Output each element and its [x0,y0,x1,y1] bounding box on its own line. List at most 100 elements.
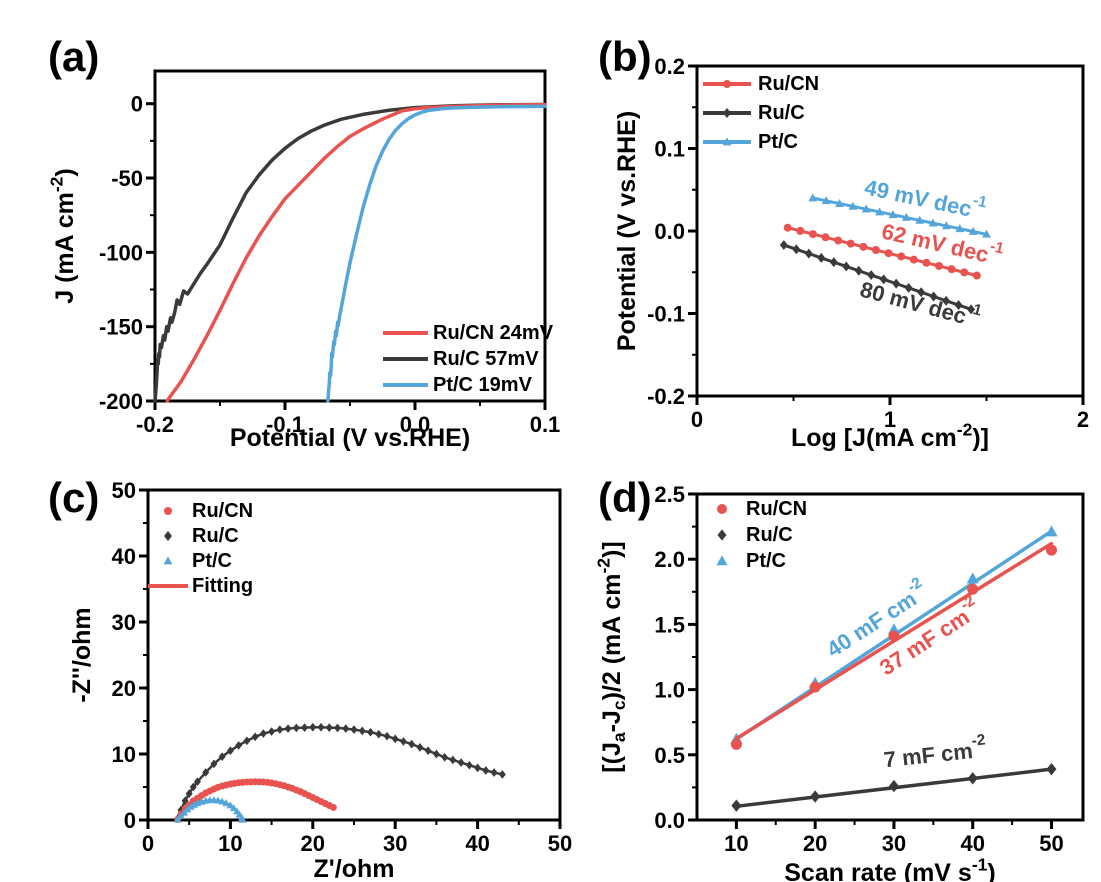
panel-c-nyquist-plot: 0 10 20 30 40 50 0 10 20 30 40 50 Ru/CN Ru/C Pt/C Fitti… [40,457,590,882]
x-axis-label: Log [J(mA cm-2)] [791,420,989,453]
axis-ticks [139,488,562,829]
series-line [326,104,547,403]
svg-text:-200: -200 [99,389,143,414]
svg-text:1.0: 1.0 [654,677,685,702]
panel-d-canvas: 10 20 30 40 500.00.51.01.52.02.540 mF cm-237… [594,474,1085,882]
svg-text:2.5: 2.5 [654,482,685,507]
series-ru-c [174,722,506,824]
panel-letter-d: (d) [598,474,652,521]
series-line [153,102,547,403]
legend-label: Pt/C [758,131,798,153]
panel-d-cdl-plot: 10 20 30 40 50 0.0 0.5 1.0 1.5 2.0 2.5 40 mF cm-2 37… [590,457,1101,882]
x-tick-labels: 0 10 20 30 40 50 [142,831,572,856]
x-tick-labels: 0 1 2 [691,407,1089,432]
svg-text:0: 0 [142,831,154,856]
panel-c-canvas: 0 10 20 30 40 50 0 10 20 30 40 50 Ru/CN Ru/C Pt/C Fitti… [48,474,572,882]
legend-label: Pt/C [746,550,786,572]
y-axis-label: -Z''/ohm [68,607,96,702]
legend-item-ru-c-57mv: Ru/C 57mV [383,348,539,370]
legend-item-ru-cn: Ru/CN [703,73,819,95]
legend: Ru/CN Ru/C Pt/C [716,498,807,572]
svg-text:10: 10 [112,742,136,767]
panel-letter-a: (a) [48,33,99,80]
svg-text:40: 40 [960,831,984,856]
svg-text:50: 50 [1039,831,1063,856]
series-ru-c-57mv [153,102,547,403]
svg-text:-150: -150 [99,314,143,339]
svg-text:40: 40 [112,544,136,569]
legend-label: Ru/C [192,525,239,547]
svg-text:10: 10 [218,831,242,856]
svg-text:-0.2: -0.2 [647,384,685,409]
svg-text:-0.2: -0.2 [136,412,174,437]
series-line [786,226,979,278]
series-pt-c [808,193,991,238]
x-axis-label: Scan rate (mV s-1) [784,855,995,882]
svg-text:-50: -50 [111,166,143,191]
svg-text:20: 20 [112,676,136,701]
svg-text:50: 50 [112,478,136,503]
legend-label: Pt/C [192,550,232,572]
panel-a-canvas: -0.2 -0.1 0.0 0.1 0 -50 -100 -150 -200 Ru/CN 24mV… [47,33,561,452]
svg-text:2.0: 2.0 [654,547,685,572]
legend-label: Ru/CN [746,498,807,520]
svg-text:30: 30 [112,610,136,635]
svg-text:1.5: 1.5 [654,612,685,637]
series-pt-c-19mv [326,104,547,403]
svg-text:10: 10 [724,831,748,856]
annotation-62-mv-dec-1: 62 mV dec-1 [879,213,1006,270]
legend-label: Ru/C [758,102,805,124]
legend-item-ru-cn: Ru/CN [164,500,253,522]
legend-label: Fitting [192,575,253,597]
svg-text:50: 50 [548,831,572,856]
svg-text:30: 30 [383,831,407,856]
svg-text:30: 30 [882,831,906,856]
legend: Ru/CN Ru/C Pt/C [703,73,819,153]
legend-item-ru-cn-24mv: Ru/CN 24mV [383,322,554,344]
legend-label: Pt/C 19mV [433,374,533,396]
legend: Ru/CN Ru/C Pt/C Fitting [148,500,253,597]
svg-text:-100: -100 [99,240,143,265]
series-ru-c [779,240,976,315]
legend-item-pt-c: Pt/C [716,550,786,572]
svg-text:2: 2 [1077,407,1089,432]
legend-item-ru-cn: Ru/CN [717,498,807,520]
panel-letter-b: (b) [598,33,652,80]
series-pt-c [173,796,247,823]
legend: Ru/CN 24mV Ru/C 57mV Pt/C 19mV [383,322,554,396]
svg-text:1: 1 [884,407,896,432]
svg-text:0.2: 0.2 [654,54,685,79]
legend-item-pt-c: Pt/C [163,550,232,572]
annotation-49-mv-dec-1: 49 mV dec-1 [862,169,989,224]
series-ru-cn [730,541,1057,750]
svg-text:0.0: 0.0 [654,808,685,833]
legend-label: Ru/C 57mV [433,348,539,370]
x-axis-label: Potential (V vs.RHE) [230,424,470,452]
x-tick-labels: 10 20 30 40 50 [724,831,1064,856]
annotation-7-mf-cm-2: 7 mF cm-2 [882,731,988,772]
legend-item-pt-c: Pt/C [703,131,798,153]
annotation-80-mv-dec-1: 80 mV dec-1 [858,271,985,332]
legend-label: Ru/C [746,524,793,546]
legend-item-ru-c: Ru/C [703,102,805,124]
svg-text:-0.1: -0.1 [266,412,304,437]
svg-text:0: 0 [131,91,143,116]
y-tick-labels: 0.2 0.1 0.0 -0.1 -0.2 [647,54,685,409]
panel-b-canvas: 0 1 2 0.2 0.1 0.0 -0.1 -0.2 49 mV dec-162 mV dec… [598,33,1089,453]
x-tick-labels: -0.2 -0.1 0.0 0.1 [136,412,560,437]
legend-item-pt-c-19mv: Pt/C 19mV [383,374,533,396]
series-ru-cn [783,223,981,280]
y-tick-labels: 0 10 20 30 40 50 [112,478,136,833]
panel-letter-c: (c) [48,474,99,521]
series-line [165,102,547,403]
legend-label: Ru/CN 24mV [433,322,554,344]
series-line [782,243,973,311]
y-tick-labels: 0 -50 -100 -150 -200 [99,91,143,413]
legend-item-fitting: Fitting [148,575,253,597]
svg-text:0: 0 [691,407,703,432]
svg-text:20: 20 [301,831,325,856]
legend-item-ru-c: Ru/C [164,525,239,547]
svg-text:20: 20 [803,831,827,856]
svg-text:0.1: 0.1 [654,136,685,161]
legend-label: Ru/CN [758,73,819,95]
